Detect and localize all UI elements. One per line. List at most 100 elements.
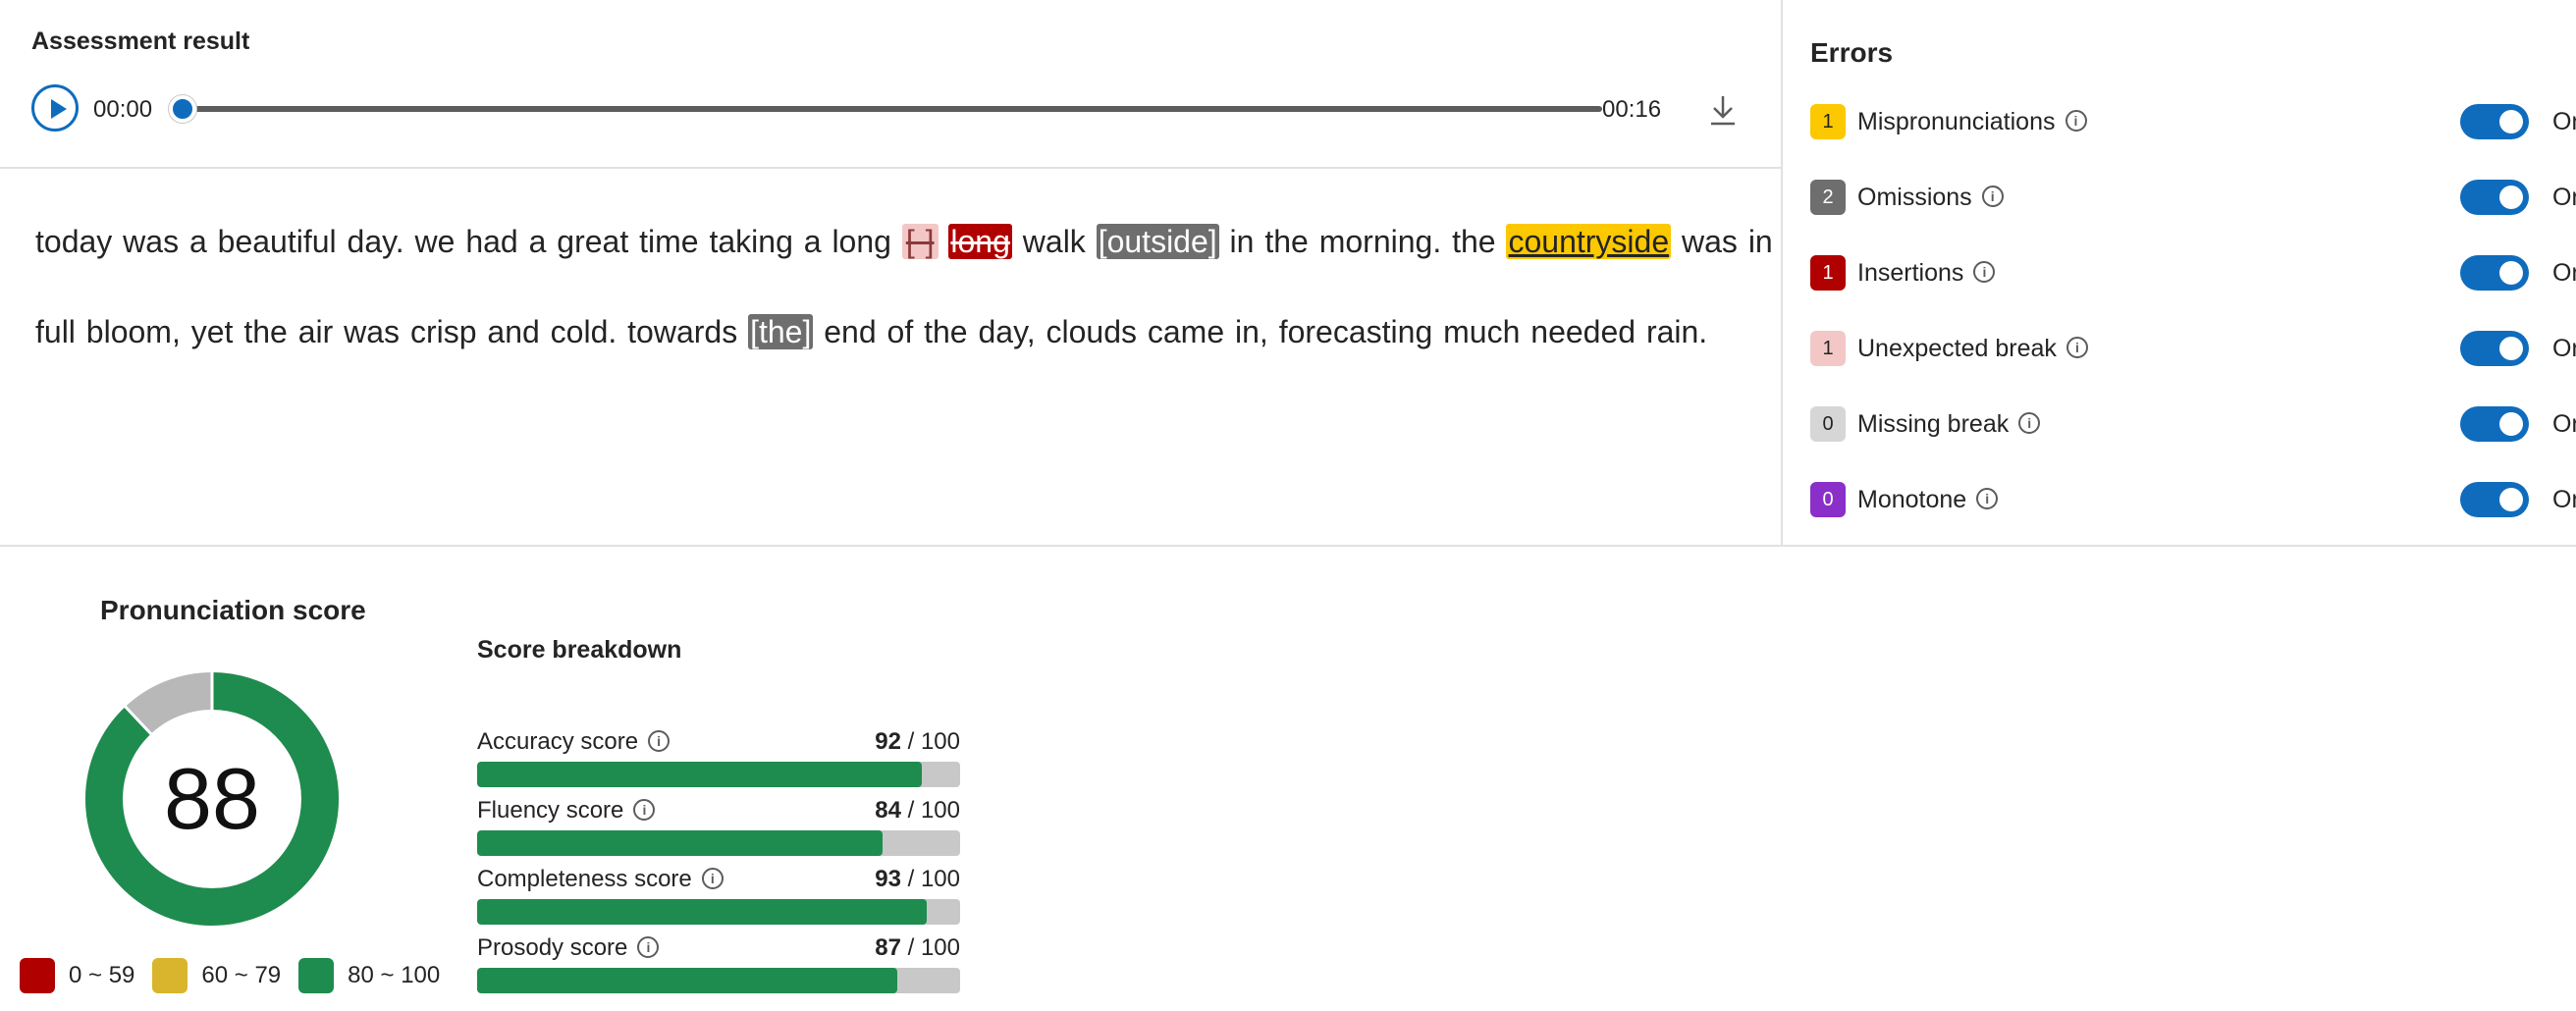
toggle-knob	[2499, 261, 2523, 285]
error-label: Monotone i	[1857, 486, 1999, 514]
info-icon[interactable]: i	[701, 867, 724, 889]
metric-label: Accuracy score i	[477, 728, 671, 756]
legend-label: 60 ~ 79	[201, 962, 282, 988]
error-count-badge: 1	[1810, 331, 1846, 366]
metric-bar-fill	[477, 899, 927, 925]
metric-max: / 100	[900, 866, 960, 892]
metric-label-text: Prosody score	[477, 934, 628, 961]
total-time: 00:16	[1602, 96, 1662, 123]
score-value: 88	[164, 750, 260, 847]
metric-bar-fill	[477, 830, 884, 856]
legend-swatch	[298, 958, 335, 993]
toggle-state-label: On	[2552, 184, 2576, 211]
legend-swatch	[152, 958, 188, 993]
word-omission[interactable]: [the]	[748, 314, 814, 349]
metric-fluency-score: Fluency score i 84 / 100	[477, 797, 960, 856]
error-count-badge: 0	[1810, 482, 1846, 517]
error-label-text: Missing break	[1857, 410, 2010, 438]
metric-bar-track	[477, 968, 960, 993]
toggle-monotone[interactable]	[2460, 482, 2529, 517]
transcript-text	[939, 224, 949, 259]
error-row-omissions: 2 Omissions i On	[1810, 178, 2576, 217]
score-breakdown-title: Score breakdown	[477, 636, 682, 664]
metric-label-text: Completeness score	[477, 866, 692, 892]
toggle-state-label: On	[2552, 335, 2576, 362]
info-icon[interactable]: i	[1981, 186, 2004, 208]
info-icon[interactable]: i	[633, 798, 656, 821]
metric-score: 92	[875, 728, 901, 755]
metric-label-text: Fluency score	[477, 797, 624, 824]
metric-value: 93 / 100	[875, 866, 960, 893]
toggle-state-label: On	[2552, 486, 2576, 513]
errors-panel: Errors 1MispronunciationsiOn2OmissionsiO…	[1785, 0, 2576, 546]
word-omission[interactable]: [outside]	[1096, 224, 1219, 259]
progress-track[interactable]	[179, 106, 1602, 112]
toggle-mispronunciations[interactable]	[2460, 104, 2529, 139]
toggle-unexpected-break[interactable]	[2460, 331, 2529, 366]
error-row-missing-break: 0 Missing break i On	[1810, 404, 2576, 444]
assessment-panel: Assessment result 00:00 00:16 today was …	[0, 0, 1783, 546]
errors-title: Errors	[1810, 37, 1894, 68]
transcript-line-1: today was a beautiful day. we had a grea…	[35, 196, 1773, 287]
audio-player: 00:00 00:16	[31, 84, 1759, 135]
info-icon[interactable]: i	[1976, 488, 1999, 510]
toggle-insertions[interactable]	[2460, 255, 2529, 291]
metric-bar-fill	[477, 968, 898, 993]
toggle-knob	[2499, 488, 2523, 511]
toggle-omissions[interactable]	[2460, 180, 2529, 215]
toggle-knob	[2499, 337, 2523, 360]
metric-bar-track	[477, 830, 960, 856]
transcript-text: end of the day, clouds came in, forecast…	[813, 314, 1708, 349]
transcript-text: today was a beautiful day. we had a grea…	[35, 224, 902, 259]
toggle-state-label: On	[2552, 108, 2576, 135]
progress-thumb[interactable]	[169, 95, 196, 123]
transcript-text: was in	[1671, 224, 1773, 259]
error-label: Mispronunciations i	[1857, 108, 2087, 136]
transcript: today was a beautiful day. we had a grea…	[35, 196, 1773, 377]
error-label: Omissions i	[1857, 184, 2004, 212]
info-icon[interactable]: i	[637, 935, 660, 958]
error-count-badge: 0	[1810, 406, 1846, 442]
toggle-state-label: On	[2552, 259, 2576, 287]
info-icon[interactable]: i	[1973, 261, 1996, 284]
metric-value: 87 / 100	[875, 934, 960, 962]
error-label: Missing break i	[1857, 410, 2041, 439]
metric-label-text: Accuracy score	[477, 728, 639, 755]
error-label-text: Omissions	[1857, 184, 1972, 211]
download-icon[interactable]	[1706, 92, 1740, 128]
word-unexpected-break[interactable]: [ ]	[901, 224, 939, 259]
play-button[interactable]	[31, 84, 79, 132]
error-label-text: Insertions	[1857, 259, 1964, 287]
toggle-knob	[2499, 110, 2523, 133]
metric-bar-track	[477, 762, 960, 787]
error-label-text: Monotone	[1857, 486, 1967, 513]
legend-item: 0 ~ 59	[20, 958, 134, 993]
assessment-title: Assessment result	[31, 27, 250, 55]
word-mispronunciation[interactable]: countryside	[1506, 224, 1672, 259]
transcript-text: in the morning. the	[1218, 224, 1507, 259]
score-legend: 0 ~ 59 60 ~ 79 80 ~ 100	[20, 958, 457, 993]
metric-value: 84 / 100	[875, 797, 960, 825]
info-icon[interactable]: i	[2018, 412, 2041, 435]
divider	[0, 167, 1783, 169]
metric-value: 92 / 100	[875, 728, 960, 756]
error-count-badge: 1	[1810, 255, 1846, 291]
transcript-text: full bloom, yet the air was crisp and co…	[35, 314, 749, 349]
error-count-badge: 2	[1810, 180, 1846, 215]
toggle-knob	[2499, 412, 2523, 436]
info-icon[interactable]: i	[2065, 110, 2087, 133]
error-label: Insertions i	[1857, 259, 1996, 288]
toggle-missing-break[interactable]	[2460, 406, 2529, 442]
play-icon	[51, 99, 67, 119]
toggle-knob	[2499, 186, 2523, 209]
metric-score: 87	[875, 934, 901, 961]
error-count-badge: 1	[1810, 104, 1846, 139]
section-divider	[0, 545, 2576, 547]
word-insertion[interactable]: long	[948, 224, 1012, 259]
legend-item: 60 ~ 79	[152, 958, 281, 993]
pronunciation-score-title: Pronunciation score	[100, 595, 366, 625]
info-icon[interactable]: i	[648, 729, 671, 752]
error-label-text: Unexpected break	[1857, 335, 2057, 362]
info-icon[interactable]: i	[2066, 337, 2088, 359]
transcript-text: walk	[1011, 224, 1097, 259]
